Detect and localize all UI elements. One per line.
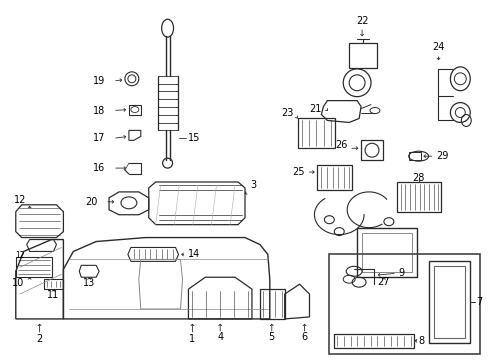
Text: 3: 3 — [249, 180, 256, 190]
Bar — [356, 228, 416, 277]
Text: 13: 13 — [83, 278, 95, 288]
Text: 17: 17 — [93, 133, 105, 143]
Bar — [427, 261, 469, 343]
Text: 12: 12 — [14, 195, 26, 205]
Text: 25: 25 — [291, 167, 304, 177]
Text: 18: 18 — [93, 105, 105, 116]
Bar — [433, 266, 464, 338]
Bar — [129, 105, 141, 114]
Text: 23: 23 — [281, 108, 293, 117]
Bar — [334, 334, 413, 348]
Bar — [360, 140, 382, 160]
Text: 29: 29 — [436, 151, 448, 161]
Bar — [328, 255, 479, 354]
Bar — [317, 165, 351, 190]
Text: 14: 14 — [188, 249, 200, 260]
Text: 5: 5 — [268, 332, 274, 342]
Text: 28: 28 — [411, 173, 424, 183]
Text: 1: 1 — [189, 334, 195, 344]
Bar — [396, 182, 441, 212]
Text: 8: 8 — [418, 336, 424, 346]
Bar — [361, 233, 411, 272]
Text: 10: 10 — [12, 278, 24, 288]
Text: 24: 24 — [431, 42, 444, 52]
Bar — [408, 152, 420, 160]
Text: 16: 16 — [93, 163, 105, 173]
Text: 4: 4 — [217, 332, 223, 342]
Text: 21: 21 — [308, 104, 321, 113]
Text: 15: 15 — [188, 133, 201, 143]
Text: 27: 27 — [377, 277, 389, 287]
Text: 12: 12 — [15, 251, 24, 260]
Text: 20: 20 — [85, 197, 97, 207]
Text: 22: 22 — [355, 16, 367, 26]
Text: 9: 9 — [398, 268, 404, 278]
Bar — [348, 43, 376, 68]
Text: 2: 2 — [37, 334, 42, 344]
Text: 19: 19 — [93, 76, 105, 86]
Text: 11: 11 — [47, 290, 60, 300]
Bar — [297, 118, 335, 148]
Text: 6: 6 — [301, 332, 307, 342]
Text: 7: 7 — [475, 297, 482, 307]
Text: 26: 26 — [334, 140, 346, 150]
